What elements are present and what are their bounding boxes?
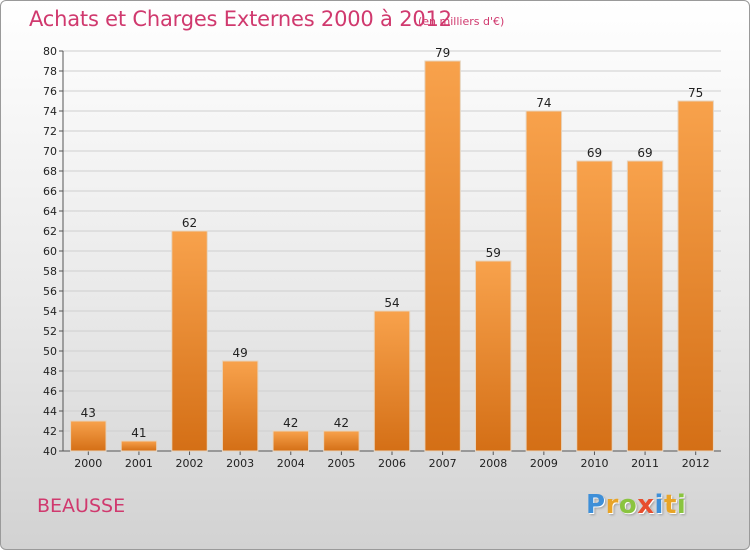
bar-2011 [627, 161, 662, 451]
chart-frame: Achats et Charges Externes 2000 à 2012 (… [0, 0, 750, 550]
y-tick-label: 68 [43, 165, 57, 178]
x-tick-label-2012: 2012 [682, 457, 710, 470]
proxiti-logo[interactable]: Proxiti [586, 490, 686, 520]
y-tick-label: 70 [43, 145, 57, 158]
y-tick-label: 56 [43, 285, 57, 298]
x-tick-label-2000: 2000 [74, 457, 102, 470]
x-tick-label-2011: 2011 [631, 457, 659, 470]
data-label-2002: 62 [182, 216, 197, 230]
data-label-2012: 75 [688, 86, 703, 100]
bar-2009 [526, 111, 561, 451]
logo-letter: t [664, 490, 677, 520]
x-tick-label-2010: 2010 [580, 457, 608, 470]
logo-letter: i [655, 490, 664, 520]
y-tick-label: 48 [43, 365, 57, 378]
y-tick-label: 64 [43, 205, 57, 218]
y-tick-label: 54 [43, 305, 57, 318]
data-label-2004: 42 [283, 416, 298, 430]
y-tick-label: 60 [43, 245, 57, 258]
x-tick-label-2007: 2007 [429, 457, 457, 470]
y-tick-label: 46 [43, 385, 57, 398]
bar-2007 [425, 61, 460, 451]
bar-2004 [273, 431, 308, 451]
data-label-2000: 43 [81, 406, 96, 420]
x-tick-label-2002: 2002 [176, 457, 204, 470]
data-label-2009: 74 [536, 96, 551, 110]
data-label-2008: 59 [486, 246, 501, 260]
y-tick-label: 50 [43, 345, 57, 358]
logo-letter: r [606, 490, 619, 520]
y-tick-label: 80 [43, 45, 57, 58]
x-tick-label-2004: 2004 [277, 457, 305, 470]
y-tick-label: 66 [43, 185, 57, 198]
bar-2008 [476, 261, 511, 451]
y-tick-label: 72 [43, 125, 57, 138]
data-label-2010: 69 [587, 146, 602, 160]
bar-2006 [374, 311, 409, 451]
bars: 43 41 62 49 42 42 54 79 59 74 69 69 75 [71, 46, 714, 451]
data-label-2006: 54 [384, 296, 399, 310]
y-tick-label: 40 [43, 445, 57, 458]
x-tick-label-2008: 2008 [479, 457, 507, 470]
x-tick-label-2003: 2003 [226, 457, 254, 470]
y-tick-label: 74 [43, 105, 57, 118]
data-label-2011: 69 [637, 146, 652, 160]
y-tick-label: 78 [43, 65, 57, 78]
y-tick-label: 76 [43, 85, 57, 98]
bar-2010 [577, 161, 612, 451]
logo-letter: o [619, 490, 637, 520]
bar-chart: 40 42 44 46 48 50 52 54 56 58 60 62 64 66 68 70 72 74 76 78… [1, 1, 750, 550]
x-tick-label-2005: 2005 [327, 457, 355, 470]
y-tick-label: 42 [43, 425, 57, 438]
logo-letter: P [586, 490, 606, 520]
logo-letter: i [677, 490, 686, 520]
data-label-2005: 42 [334, 416, 349, 430]
x-tick-label-2001: 2001 [125, 457, 153, 470]
x-tick-label-2006: 2006 [378, 457, 406, 470]
x-tick-label-2009: 2009 [530, 457, 558, 470]
y-tick-label: 44 [43, 405, 57, 418]
bar-2012 [678, 101, 713, 451]
data-label-2007: 79 [435, 46, 450, 60]
data-label-2003: 49 [233, 346, 248, 360]
bar-2005 [324, 431, 359, 451]
bar-2001 [121, 441, 156, 451]
bar-2002 [172, 231, 207, 451]
y-tick-label: 58 [43, 265, 57, 278]
bar-2000 [71, 421, 106, 451]
y-tick-label: 52 [43, 325, 57, 338]
data-label-2001: 41 [131, 426, 146, 440]
y-tick-label: 62 [43, 225, 57, 238]
bar-2003 [222, 361, 257, 451]
town-name: BEAUSSE [37, 495, 125, 517]
logo-letter: x [637, 490, 654, 520]
